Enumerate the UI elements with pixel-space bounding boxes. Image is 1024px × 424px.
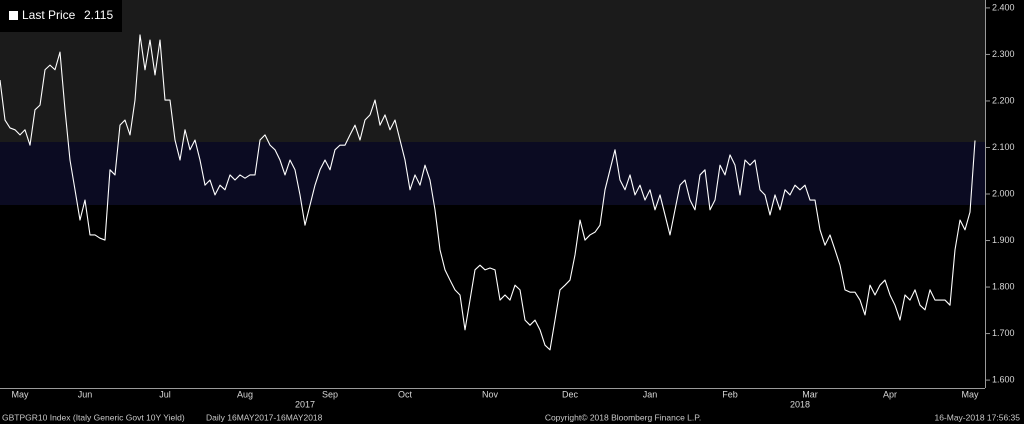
legend: Last Price 2.115 xyxy=(0,0,122,32)
y-tick-label: 1.800 xyxy=(992,281,1015,291)
x-tick-label: Nov xyxy=(482,389,499,399)
x-tick-label: Oct xyxy=(398,389,413,399)
x-tick-label: Jan xyxy=(643,389,658,399)
x-tick-label: May xyxy=(11,389,29,399)
footer-copyright: Copyright© 2018 Bloomberg Finance L.P. xyxy=(545,412,701,422)
legend-label: Last Price xyxy=(22,8,76,22)
y-tick-label: 2.200 xyxy=(992,95,1015,105)
y-tick-label: 2.300 xyxy=(992,49,1015,59)
y-tick-label: 2.100 xyxy=(992,142,1015,152)
legend-box xyxy=(0,0,122,32)
footer-period: Daily 16MAY2017-16MAY2018 xyxy=(206,412,323,422)
footer-index: GBTPGR10 Index (Italy Generic Govt 10Y Y… xyxy=(2,412,185,422)
x-tick-label: Sep xyxy=(322,389,338,399)
year-label: 2017 xyxy=(295,399,315,409)
x-tick-label: Feb xyxy=(722,389,738,399)
year-label: 2018 xyxy=(790,399,810,409)
x-tick-label: Aug xyxy=(237,389,253,399)
y-tick-label: 1.700 xyxy=(992,328,1015,338)
x-tick-label: Jun xyxy=(78,389,93,399)
legend-value: 2.115 xyxy=(84,8,113,22)
x-tick-label: Jul xyxy=(159,389,171,399)
y-tick-label: 1.600 xyxy=(992,374,1015,384)
legend-swatch xyxy=(9,11,18,20)
footer-timestamp: 16-May-2018 17:56:35 xyxy=(934,412,1020,422)
middle-band xyxy=(0,142,985,205)
x-tick-label: Apr xyxy=(883,389,897,399)
y-tick-label: 2.400 xyxy=(992,2,1015,12)
y-tick-label: 1.900 xyxy=(992,235,1015,245)
price-line xyxy=(0,34,976,351)
x-tick-label: Mar xyxy=(802,389,818,399)
x-tick-label: Dec xyxy=(562,389,579,399)
x-tick-label: May xyxy=(961,389,979,399)
upper-band xyxy=(0,0,985,142)
y-tick-label: 2.000 xyxy=(992,188,1015,198)
